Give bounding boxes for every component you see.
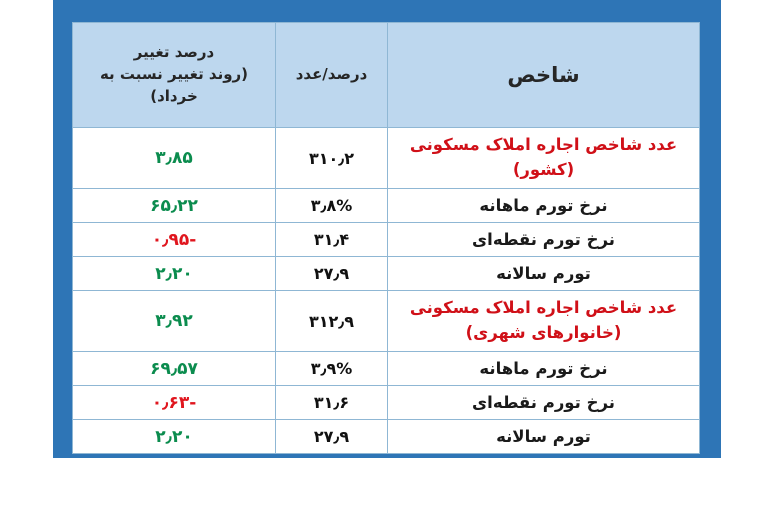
table-row: تورم سالانه ۲۷٫۹ ۲٫۲۰ [72,256,700,291]
row-value-annual-inflation: ۲۷٫۹ [275,256,388,291]
row-label-point-to-point-inflation: نرخ تورم نقطه‌ای [387,385,700,420]
row-label-annual-inflation: تورم سالانه [387,419,700,454]
row-change-monthly-inflation: ۶۹٫۵۷ [72,351,276,386]
section-title-line1: عدد شاخص اجاره املاک مسکونی [409,298,678,318]
table-row: نرخ تورم ماهانه ۳٫۸% ۶۵٫۲۲ [72,188,700,223]
row-label-point-to-point-inflation: نرخ تورم نقطه‌ای [387,222,700,257]
row-value-point-to-point-inflation: ۳۱٫۶ [275,385,388,420]
row-change-annual-inflation: ۲٫۲۰ [72,256,276,291]
row-change-monthly-inflation: ۶۵٫۲۲ [72,188,276,223]
table-row: تورم سالانه ۲۷٫۹ ۲٫۲۰ [72,419,700,454]
table-row: عدد شاخص اجاره املاک مسکونی (خانوارهای ش… [72,290,700,352]
section-title-country: عدد شاخص اجاره املاک مسکونی (کشور) [387,127,700,189]
column-header-change-line1: درصد تغییر [133,43,215,62]
table-row: نرخ تورم ماهانه ۳٫۹% ۶۹٫۵۷ [72,351,700,386]
section-title-line1: عدد شاخص اجاره املاک مسکونی [409,135,678,155]
row-value-point-to-point-inflation: ۳۱٫۴ [275,222,388,257]
section-value: ۳۱۰٫۲ [275,127,388,189]
section-change: ۳٫۹۲ [72,290,276,352]
section-title-urban-households: عدد شاخص اجاره املاک مسکونی (خانوارهای ش… [387,290,700,352]
table-row: نرخ تورم نقطه‌ای ۳۱٫۶ -۰٫۶۳ [72,385,700,420]
row-label-annual-inflation: تورم سالانه [387,256,700,291]
section-title-line2: (خانوارهای شهری) [465,323,622,342]
column-header-change: درصد تغییر (روند تغییر نسبت به خرداد) [72,22,276,128]
housing-rent-index-table: شاخص درصد/عدد درصد تغییر (روند تغییر نسب… [72,22,700,454]
column-header-indicator: شاخص [387,22,700,128]
row-change-point-to-point-inflation: -۰٫۶۳ [72,385,276,420]
table-row: عدد شاخص اجاره املاک مسکونی (کشور) ۳۱۰٫۲… [72,127,700,189]
column-header-change-line2: (روند تغییر نسبت به [99,65,249,84]
row-change-point-to-point-inflation: -۰٫۹۵ [72,222,276,257]
row-label-monthly-inflation: نرخ تورم ماهانه [387,351,700,386]
row-label-monthly-inflation: نرخ تورم ماهانه [387,188,700,223]
table-header: شاخص درصد/عدد درصد تغییر (روند تغییر نسب… [72,22,700,128]
section-change: ۳٫۸۵ [72,127,276,189]
table-container: شاخص درصد/عدد درصد تغییر (روند تغییر نسب… [72,22,700,454]
row-value-monthly-inflation: ۳٫۹% [275,351,388,386]
row-value-monthly-inflation: ۳٫۸% [275,188,388,223]
blue-frame-border: ghimatroz.com شاخص درصد/عدد درصد تغییر (… [53,0,721,458]
column-header-value: درصد/عدد [275,22,388,128]
header-row: شاخص درصد/عدد درصد تغییر (روند تغییر نسب… [72,22,700,128]
table-body: عدد شاخص اجاره املاک مسکونی (کشور) ۳۱۰٫۲… [72,127,700,454]
column-header-change-line3: خرداد) [150,86,198,105]
row-value-annual-inflation: ۲۷٫۹ [275,419,388,454]
table-row: نرخ تورم نقطه‌ای ۳۱٫۴ -۰٫۹۵ [72,222,700,257]
screenshot-root: ghimatroz.com شاخص درصد/عدد درصد تغییر (… [53,0,721,458]
section-value: ۳۱۲٫۹ [275,290,388,352]
row-change-annual-inflation: ۲٫۲۰ [72,419,276,454]
section-title-line2: (کشور) [512,160,575,179]
